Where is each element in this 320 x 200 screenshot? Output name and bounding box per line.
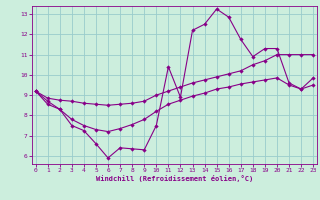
X-axis label: Windchill (Refroidissement éolien,°C): Windchill (Refroidissement éolien,°C) [96,175,253,182]
